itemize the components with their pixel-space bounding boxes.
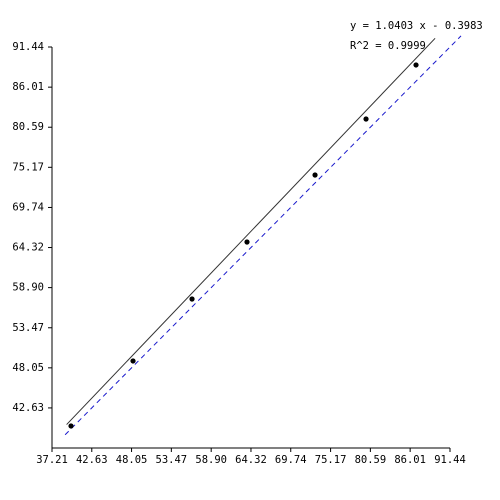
y-tick-label: 48.05 [12, 362, 44, 374]
fit-r2: R^2 = 0.9999 [350, 40, 426, 52]
y-tick-label: 53.47 [12, 322, 44, 334]
point [68, 423, 74, 429]
y-tick-label: 42.63 [12, 402, 44, 414]
y-tick-label: 86.01 [12, 81, 44, 93]
x-tick-label: 64.32 [235, 454, 267, 466]
point [363, 116, 369, 122]
point [413, 62, 419, 68]
y-tick-label: 80.59 [12, 121, 44, 133]
y-tick-label: 69.74 [12, 201, 44, 213]
x-tick-label: 58.90 [195, 454, 227, 466]
x-tick-label: 80.59 [355, 454, 387, 466]
regression-line [66, 37, 436, 425]
x-tick-label: 91.44 [434, 454, 466, 466]
point [244, 239, 250, 245]
point [130, 358, 136, 364]
point [189, 296, 195, 302]
identity-line [64, 35, 462, 436]
x-tick-label: 37.21 [36, 454, 68, 466]
y-tick-label: 75.17 [12, 161, 44, 173]
x-tick-label: 86.01 [394, 454, 426, 466]
x-tick-label: 75.17 [315, 454, 347, 466]
y-tick-label: 64.32 [12, 242, 44, 254]
y-tick-label: 91.44 [12, 41, 44, 53]
x-tick-label: 48.05 [116, 454, 148, 466]
y-tick-label: 58.90 [12, 282, 44, 294]
x-tick-label: 69.74 [275, 454, 307, 466]
point [312, 172, 318, 178]
x-tick-label: 42.63 [76, 454, 108, 466]
x-tick-label: 53.47 [156, 454, 188, 466]
fit-equation: y = 1.0403 x - 0.3983 [350, 20, 483, 32]
